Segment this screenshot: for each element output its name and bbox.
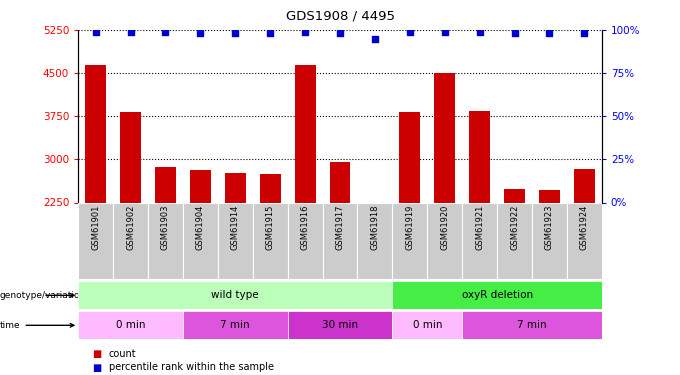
Text: oxyR deletion: oxyR deletion	[462, 290, 532, 300]
Bar	[155, 167, 176, 332]
Bar	[183, 311, 288, 339]
Bar	[469, 111, 490, 332]
Text: GSM61923: GSM61923	[545, 205, 554, 250]
Bar	[183, 202, 218, 279]
Point	[509, 30, 520, 36]
Bar	[462, 202, 497, 279]
Bar	[253, 202, 288, 279]
Point	[300, 29, 311, 35]
Text: GSM61922: GSM61922	[510, 205, 519, 250]
Text: GSM61902: GSM61902	[126, 205, 135, 250]
Bar	[462, 311, 602, 339]
Text: GSM61916: GSM61916	[301, 205, 309, 250]
Text: 7 min: 7 min	[517, 320, 547, 330]
Bar	[322, 202, 358, 279]
Text: 30 min: 30 min	[322, 320, 358, 330]
Bar	[358, 202, 392, 279]
Bar	[225, 173, 245, 332]
Point	[195, 30, 206, 36]
Text: percentile rank within the sample: percentile rank within the sample	[109, 363, 274, 372]
Bar	[435, 72, 455, 332]
Text: GDS1908 / 4495: GDS1908 / 4495	[286, 9, 394, 22]
Bar	[78, 281, 392, 309]
Point	[125, 29, 136, 35]
Text: genotype/variation: genotype/variation	[0, 291, 86, 300]
Text: GSM61914: GSM61914	[231, 205, 240, 250]
Text: GSM61901: GSM61901	[91, 205, 100, 250]
Bar	[364, 204, 386, 332]
Bar	[288, 202, 322, 279]
Bar	[260, 174, 281, 332]
Bar	[113, 202, 148, 279]
Point	[544, 30, 555, 36]
Text: 0 min: 0 min	[116, 320, 146, 330]
Bar	[567, 202, 602, 279]
Point	[405, 29, 415, 35]
Text: GSM61921: GSM61921	[475, 205, 484, 250]
Bar	[120, 112, 141, 332]
Text: GSM61919: GSM61919	[405, 205, 414, 250]
Text: ■: ■	[92, 350, 101, 359]
Text: GSM61918: GSM61918	[371, 205, 379, 250]
Bar	[330, 162, 350, 332]
Point	[474, 29, 485, 35]
Bar	[427, 202, 462, 279]
Text: GSM61920: GSM61920	[440, 205, 449, 250]
Bar	[218, 202, 253, 279]
Text: 7 min: 7 min	[220, 320, 250, 330]
Text: count: count	[109, 350, 137, 359]
Bar	[399, 112, 420, 332]
Point	[230, 30, 241, 36]
Text: time: time	[0, 321, 74, 330]
Bar	[294, 64, 316, 332]
Bar	[78, 202, 113, 279]
Text: GSM61915: GSM61915	[266, 205, 275, 250]
Point	[439, 29, 450, 35]
Text: 0 min: 0 min	[413, 320, 442, 330]
Bar	[190, 170, 211, 332]
Bar	[392, 281, 602, 309]
Bar	[532, 202, 567, 279]
Bar	[504, 189, 525, 332]
Bar	[574, 169, 595, 332]
Bar	[539, 190, 560, 332]
Bar	[78, 311, 183, 339]
Bar	[392, 202, 427, 279]
Bar	[392, 311, 462, 339]
Text: wild type: wild type	[211, 290, 259, 300]
Point	[335, 30, 345, 36]
Point	[90, 29, 101, 35]
Text: GSM61904: GSM61904	[196, 205, 205, 250]
Bar	[148, 202, 183, 279]
Bar	[85, 65, 106, 332]
Text: GSM61903: GSM61903	[161, 205, 170, 250]
Point	[160, 29, 171, 35]
Text: ■: ■	[92, 363, 101, 372]
Point	[579, 30, 590, 36]
Bar	[288, 311, 392, 339]
Text: GSM61917: GSM61917	[335, 205, 345, 250]
Point	[265, 30, 275, 36]
Point	[369, 36, 380, 42]
Bar	[497, 202, 532, 279]
Text: GSM61924: GSM61924	[580, 205, 589, 250]
